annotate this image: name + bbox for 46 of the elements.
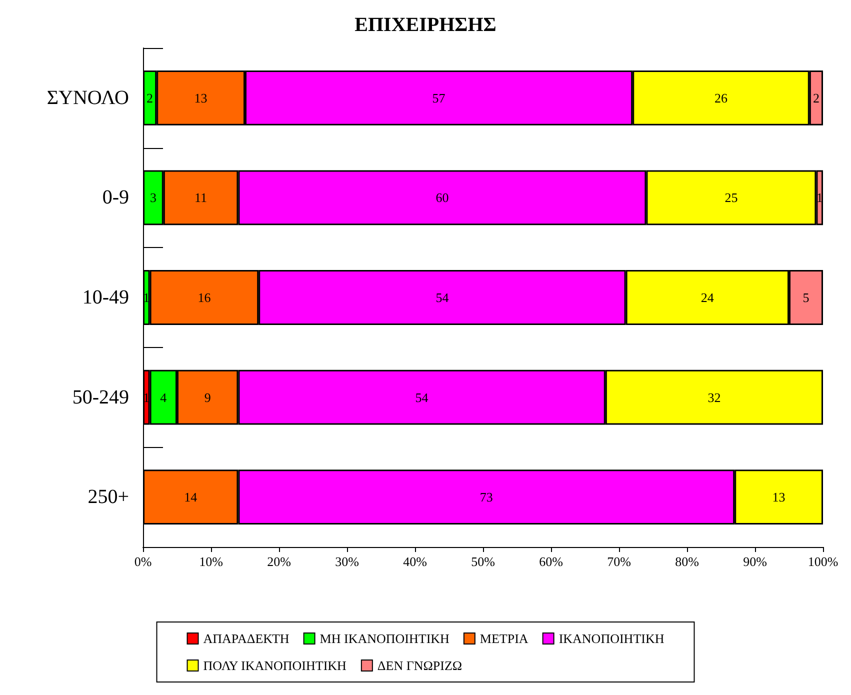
data-label: 60	[436, 190, 449, 206]
legend-label: ΠΟΛΥ ΙΚΑΝΟΠΟΙΗΤΙΚΗ	[203, 658, 346, 673]
data-label: 2	[812, 90, 820, 106]
y-tick-label: 50-249	[72, 386, 129, 408]
data-label: 5	[802, 290, 810, 305]
x-tick-label: 20%	[267, 554, 292, 569]
x-tick-label: 30%	[335, 554, 360, 569]
data-label: 32	[708, 390, 721, 405]
legend-label: ΙΚΑΝΟΠΟΙΗΤΙΚΗ	[558, 631, 664, 646]
data-label: 4	[160, 390, 168, 405]
y-tick-label: 10-49	[82, 286, 129, 308]
x-tick-label: 100%	[808, 554, 838, 569]
legend-label: ΜΕΤΡΙΑ	[480, 631, 529, 646]
chart-title: ΕΠΙΧΕΙΡΗΣΗΣ	[354, 14, 496, 36]
legend-label: ΔΕΝ ΓΝΩΡΙΖΩ	[377, 658, 462, 673]
x-tick-label: 90%	[743, 554, 768, 569]
x-tick-label: 60%	[539, 554, 564, 569]
x-tick-label: 0%	[134, 554, 152, 569]
data-label: 1	[816, 190, 823, 206]
data-label: 54	[415, 390, 429, 405]
data-label: 11	[194, 190, 208, 206]
data-label: 16	[198, 290, 212, 305]
data-label: 13	[194, 90, 208, 106]
x-tick-label: 10%	[199, 554, 224, 569]
data-label: 14	[184, 490, 198, 505]
data-label: 2	[146, 90, 154, 106]
data-label: 1	[143, 290, 150, 305]
y-tick-label: 250+	[88, 486, 129, 508]
data-label: 25	[724, 190, 738, 206]
x-tick-label: 70%	[607, 554, 632, 569]
data-label: 13	[772, 490, 786, 505]
data-label: 9	[204, 390, 211, 405]
legend-label: ΑΠΑΡΑΔΕΚΤΗ	[203, 631, 290, 646]
data-label: 73	[480, 490, 493, 505]
data-label: 57	[432, 90, 446, 106]
x-tick-label: 50%	[471, 554, 496, 569]
data-label: 24	[700, 290, 714, 305]
data-label: 3	[150, 190, 156, 206]
x-tick-label: 80%	[675, 554, 700, 569]
data-label: 26	[714, 90, 728, 106]
x-tick-label: 40%	[403, 554, 428, 569]
y-tick-label: 0-9	[102, 186, 129, 209]
y-tick-label: ΣΥΝΟΛΟ	[46, 86, 129, 109]
legend-label: ΜΗ ΙΚΑΝΟΠΟΙΗΤΙΚΗ	[320, 631, 450, 646]
data-label: 54	[436, 290, 450, 305]
data-label: 1	[143, 390, 150, 405]
